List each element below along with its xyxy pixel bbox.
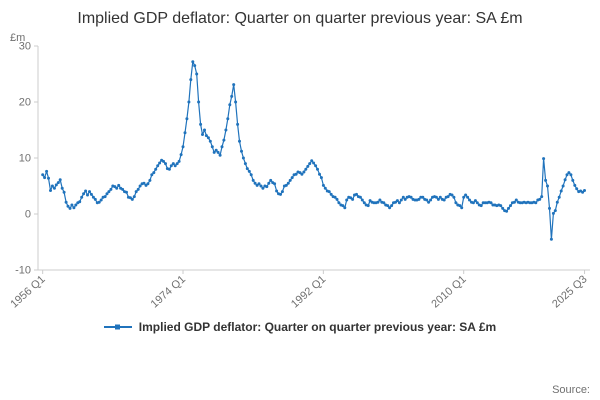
line-chart: £m -10 0 10 20 30 1956 Q1 1974 Q1 1992 Q1 2010 Q1…	[8, 32, 590, 310]
svg-text:10: 10	[19, 152, 31, 164]
svg-text:20: 20	[19, 96, 31, 108]
svg-text:30: 30	[19, 40, 31, 52]
svg-text:2010 Q1: 2010 Q1	[429, 273, 468, 310]
svg-text:1956 Q1: 1956 Q1	[8, 273, 47, 310]
svg-text:1992 Q1: 1992 Q1	[289, 273, 328, 310]
svg-text:1974 Q1: 1974 Q1	[149, 273, 188, 310]
svg-text:-10: -10	[15, 264, 31, 276]
source-label: Source:	[552, 384, 590, 396]
legend-label: Implied GDP deflator: Quarter on quarter…	[138, 319, 497, 334]
svg-text:2025 Q3: 2025 Q3	[550, 273, 589, 310]
svg-text:0: 0	[25, 208, 31, 220]
legend-item[interactable]: Implied GDP deflator: Quarter on quarter…	[0, 320, 600, 334]
svg-text:£m: £m	[10, 32, 25, 44]
chart-title: Implied GDP deflator: Quarter on quarter…	[77, 10, 523, 27]
legend-line-icon	[103, 324, 132, 330]
